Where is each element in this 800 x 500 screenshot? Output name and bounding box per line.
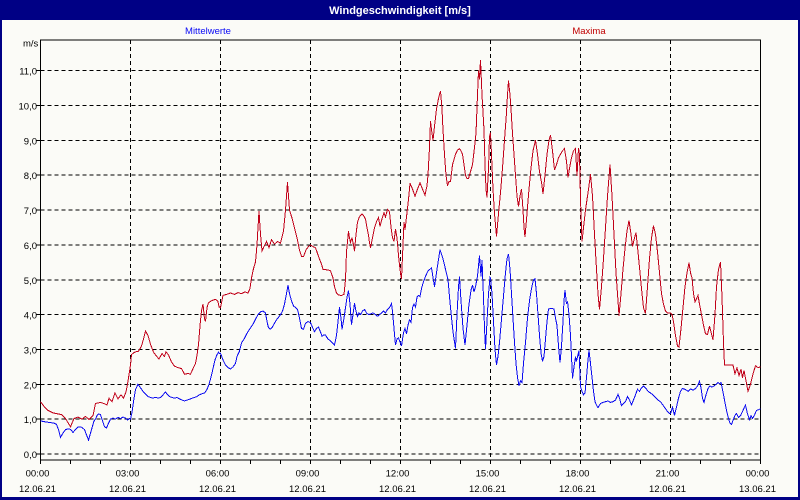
- svg-text:12.06.21: 12.06.21: [469, 484, 506, 495]
- svg-text:21:00: 21:00: [656, 469, 680, 480]
- svg-text:3,0: 3,0: [24, 345, 37, 356]
- svg-text:0,0: 0,0: [24, 450, 37, 461]
- svg-text:Windgeschwindigkeit [m/s]: Windgeschwindigkeit [m/s]: [329, 5, 471, 17]
- svg-text:6,0: 6,0: [24, 241, 37, 252]
- svg-text:00:00: 00:00: [746, 469, 770, 480]
- svg-text:Maxima: Maxima: [572, 26, 606, 37]
- svg-text:13.06.21: 13.06.21: [739, 484, 776, 495]
- svg-text:4,0: 4,0: [24, 311, 37, 322]
- svg-text:11,0: 11,0: [19, 67, 37, 78]
- svg-text:03:00: 03:00: [116, 469, 140, 480]
- svg-text:m/s: m/s: [23, 39, 39, 50]
- svg-text:9,0: 9,0: [24, 136, 37, 147]
- svg-text:12.06.21: 12.06.21: [109, 484, 146, 495]
- svg-text:15:00: 15:00: [476, 469, 500, 480]
- svg-text:7,0: 7,0: [24, 206, 37, 217]
- svg-text:2,0: 2,0: [24, 380, 37, 391]
- svg-text:00:00: 00:00: [26, 469, 50, 480]
- svg-text:12.06.21: 12.06.21: [649, 484, 686, 495]
- svg-text:12.06.21: 12.06.21: [19, 484, 56, 495]
- svg-text:12.06.21: 12.06.21: [559, 484, 596, 495]
- svg-text:Mittelwerte: Mittelwerte: [185, 26, 231, 37]
- svg-text:8,0: 8,0: [24, 171, 37, 182]
- svg-text:10,0: 10,0: [19, 102, 38, 113]
- svg-text:12.06.21: 12.06.21: [379, 484, 416, 495]
- svg-text:12:00: 12:00: [386, 469, 410, 480]
- svg-text:06:00: 06:00: [206, 469, 230, 480]
- svg-text:18:00: 18:00: [566, 469, 590, 480]
- svg-text:12.06.21: 12.06.21: [289, 484, 326, 495]
- svg-text:1,0: 1,0: [24, 415, 37, 426]
- svg-text:09:00: 09:00: [296, 469, 320, 480]
- svg-text:5,0: 5,0: [24, 276, 37, 287]
- svg-text:12.06.21: 12.06.21: [199, 484, 236, 495]
